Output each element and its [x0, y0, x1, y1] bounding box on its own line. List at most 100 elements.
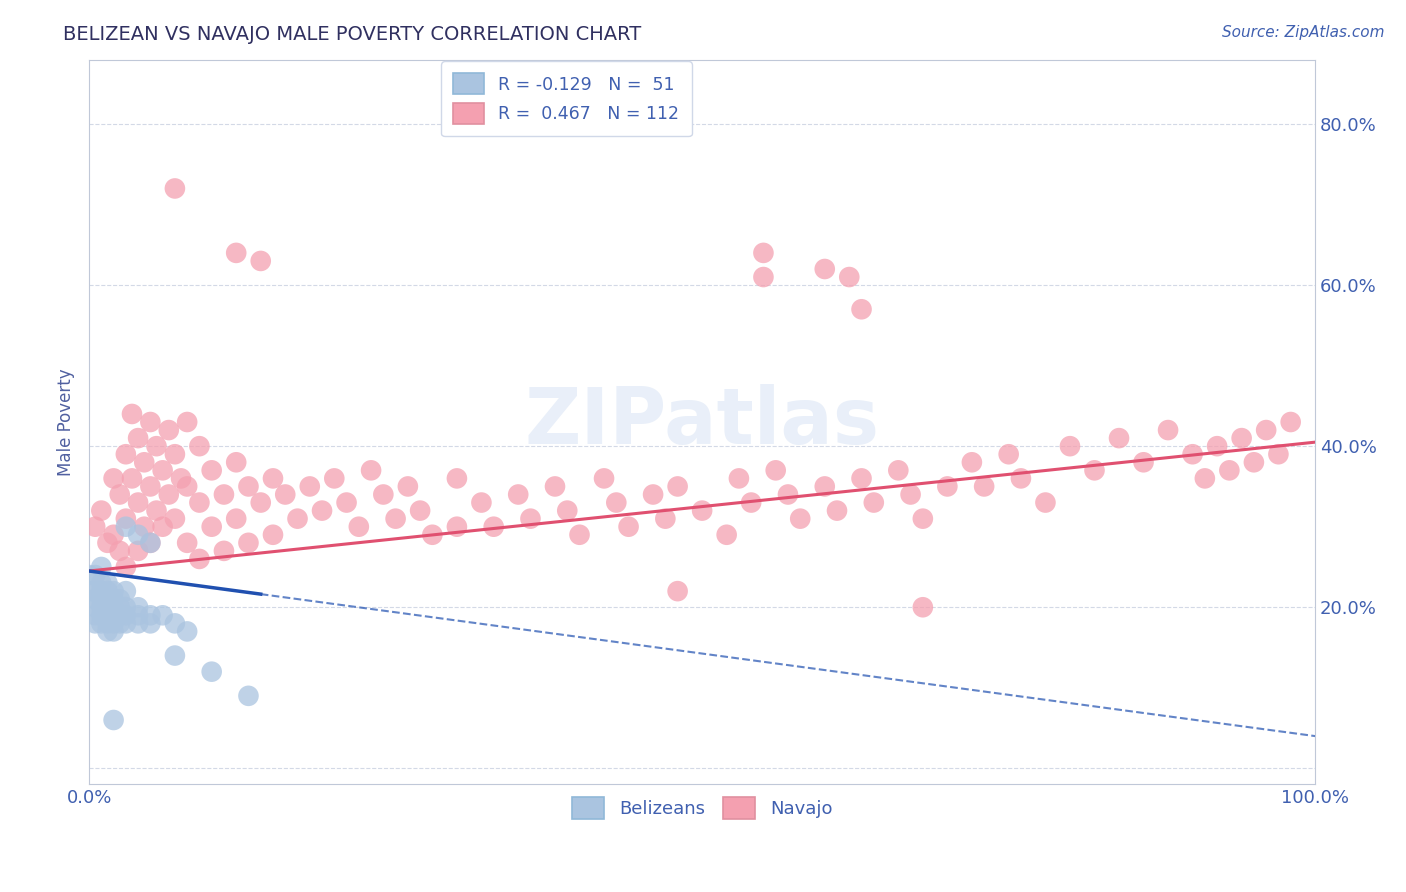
Point [176, 624, 198, 639]
Point [115, 600, 138, 615]
Point [225, 455, 247, 469]
Point [666, 584, 689, 599]
Point [752, 246, 775, 260]
Point [115, 511, 138, 525]
Point [212, 487, 235, 501]
Point [90, 592, 112, 607]
Point [115, 584, 138, 599]
Point [84, 584, 107, 599]
Point [765, 463, 787, 477]
Point [96, 624, 118, 639]
Point [593, 471, 616, 485]
Point [188, 439, 211, 453]
Point [96, 584, 118, 599]
Legend: Belizeans, Navajo: Belizeans, Navajo [565, 789, 839, 826]
Point [728, 471, 751, 485]
Point [115, 560, 138, 574]
Point [617, 519, 640, 533]
Point [1035, 495, 1057, 509]
Point [997, 447, 1019, 461]
Point [225, 511, 247, 525]
Point [335, 495, 357, 509]
Point [716, 528, 738, 542]
Point [108, 616, 131, 631]
Point [555, 503, 578, 517]
Point [127, 608, 149, 623]
Point [422, 528, 444, 542]
Point [127, 600, 149, 615]
Point [238, 479, 260, 493]
Point [311, 503, 333, 517]
Point [690, 503, 713, 517]
Point [163, 181, 186, 195]
Point [121, 471, 143, 485]
Point [900, 487, 922, 501]
Point [90, 608, 112, 623]
Point [145, 439, 167, 453]
Point [814, 479, 837, 493]
Point [1132, 455, 1154, 469]
Point [1083, 463, 1105, 477]
Point [1206, 439, 1229, 453]
Point [887, 463, 910, 477]
Point [84, 600, 107, 615]
Point [152, 519, 174, 533]
Point [188, 552, 211, 566]
Point [508, 487, 530, 501]
Point [470, 495, 492, 509]
Point [139, 536, 162, 550]
Point [287, 511, 309, 525]
Point [170, 471, 193, 485]
Point [134, 519, 156, 533]
Point [176, 536, 198, 550]
Point [446, 471, 468, 485]
Point [519, 511, 541, 525]
Point [373, 487, 395, 501]
Point [936, 479, 959, 493]
Text: ZIPatlas: ZIPatlas [524, 384, 880, 460]
Point [96, 592, 118, 607]
Y-axis label: Male Poverty: Male Poverty [58, 368, 75, 475]
Point [238, 536, 260, 550]
Point [127, 495, 149, 509]
Point [139, 415, 162, 429]
Point [157, 487, 180, 501]
Point [201, 665, 224, 679]
Point [139, 616, 162, 631]
Point [851, 302, 873, 317]
Point [152, 608, 174, 623]
Point [108, 592, 131, 607]
Point [90, 560, 112, 574]
Point [862, 495, 884, 509]
Point [108, 544, 131, 558]
Point [139, 536, 162, 550]
Point [911, 600, 934, 615]
Point [115, 616, 138, 631]
Point [1108, 431, 1130, 445]
Point [84, 608, 107, 623]
Point [115, 519, 138, 533]
Point [201, 463, 224, 477]
Point [127, 544, 149, 558]
Point [666, 479, 689, 493]
Point [544, 479, 567, 493]
Point [84, 519, 107, 533]
Point [1157, 423, 1180, 437]
Point [911, 511, 934, 525]
Point [176, 479, 198, 493]
Point [90, 584, 112, 599]
Point [384, 511, 406, 525]
Point [1194, 471, 1216, 485]
Point [740, 495, 762, 509]
Point [103, 713, 125, 727]
Point [103, 600, 125, 615]
Point [163, 511, 186, 525]
Point [238, 689, 260, 703]
Point [108, 608, 131, 623]
Point [90, 616, 112, 631]
Point [163, 447, 186, 461]
Point [825, 503, 848, 517]
Point [409, 503, 432, 517]
Point [298, 479, 321, 493]
Point [654, 511, 676, 525]
